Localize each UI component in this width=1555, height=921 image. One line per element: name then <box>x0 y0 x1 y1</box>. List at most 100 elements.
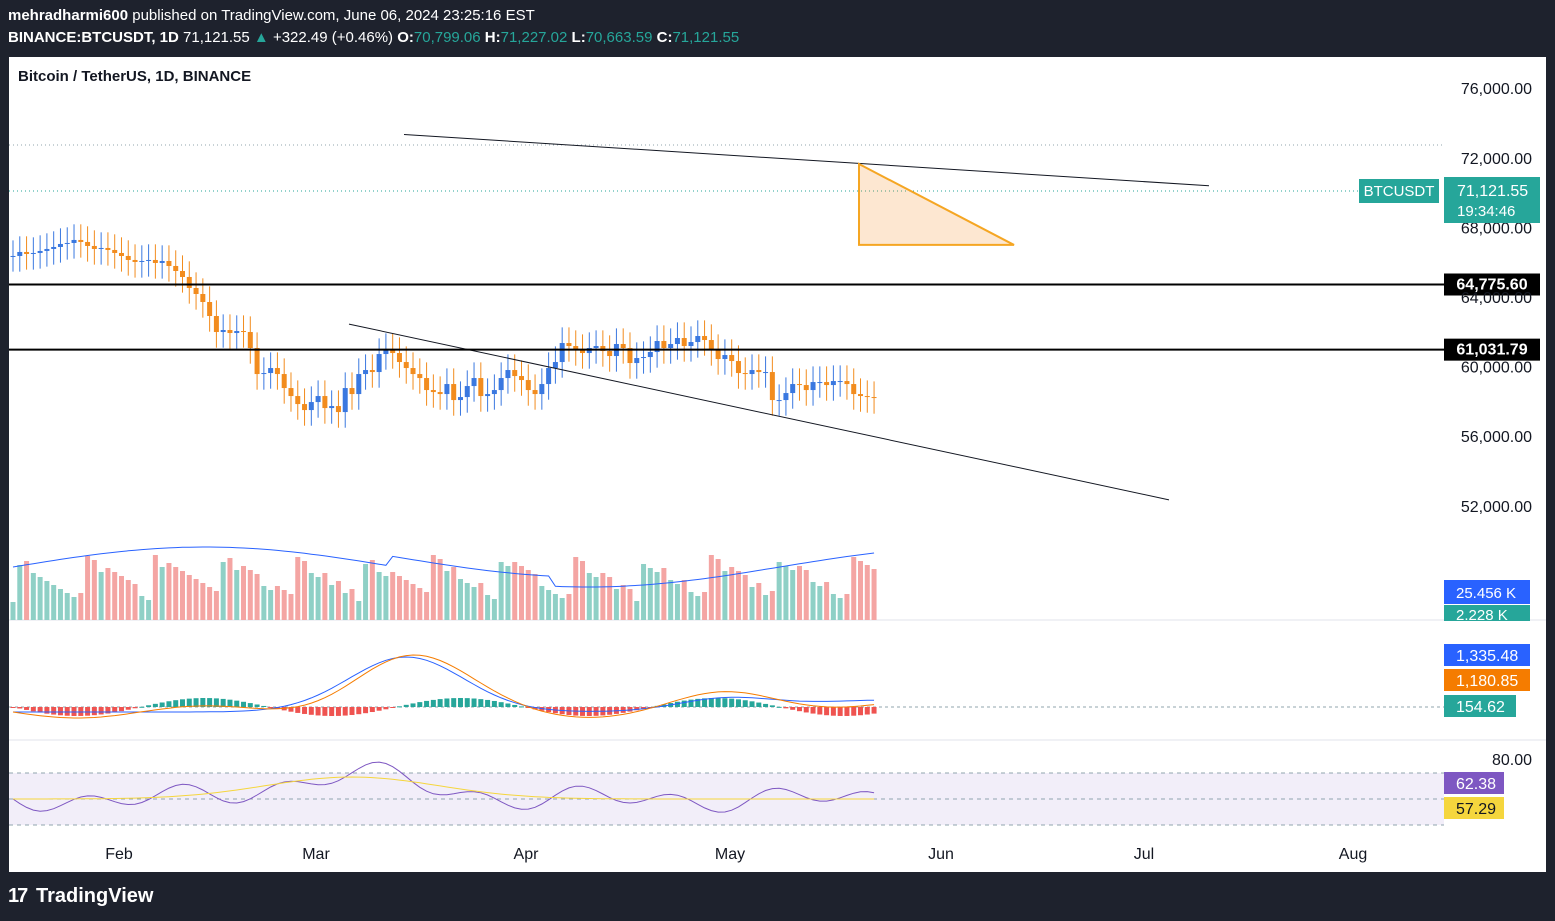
candle[interactable] <box>715 350 721 360</box>
candle[interactable] <box>146 259 152 261</box>
candle[interactable] <box>383 349 389 355</box>
candle[interactable] <box>749 370 755 375</box>
candle[interactable] <box>830 381 836 386</box>
candle[interactable] <box>403 362 409 369</box>
chart-canvas[interactable]: 64,775.60 61,031.79 76,000.00 72,000.00 68,0… <box>9 57 1546 872</box>
candle[interactable] <box>674 338 680 345</box>
candle[interactable] <box>125 255 131 260</box>
candle[interactable] <box>552 362 558 369</box>
candle[interactable] <box>525 380 531 391</box>
candle[interactable] <box>735 361 741 374</box>
candle[interactable] <box>166 260 172 266</box>
candle[interactable] <box>505 370 511 379</box>
candle[interactable] <box>471 378 477 387</box>
candle[interactable] <box>112 249 118 253</box>
candle[interactable] <box>220 330 226 333</box>
candle[interactable] <box>193 287 199 294</box>
candle[interactable] <box>688 342 694 347</box>
candle[interactable] <box>580 350 586 354</box>
candle[interactable] <box>410 368 416 375</box>
candle[interactable] <box>152 259 158 263</box>
candle[interactable] <box>864 396 870 398</box>
candle[interactable] <box>803 385 809 391</box>
candle[interactable] <box>10 255 16 257</box>
candle[interactable] <box>78 239 84 242</box>
candle[interactable] <box>98 247 104 249</box>
candle[interactable] <box>247 332 253 349</box>
candle[interactable] <box>227 330 233 334</box>
candle[interactable] <box>288 388 294 397</box>
candle[interactable] <box>844 381 850 385</box>
candle[interactable] <box>295 396 301 405</box>
candle[interactable] <box>607 351 613 357</box>
candle[interactable] <box>444 384 450 395</box>
candle[interactable] <box>51 246 57 249</box>
tradingview-logo[interactable]: 17 TradingView <box>8 885 153 908</box>
candle[interactable] <box>763 372 769 374</box>
candle[interactable] <box>173 265 179 271</box>
candle[interactable] <box>342 388 348 413</box>
candle[interactable] <box>30 252 36 254</box>
candle[interactable] <box>281 374 287 389</box>
candle[interactable] <box>546 368 552 385</box>
candle[interactable] <box>200 293 206 303</box>
candle[interactable] <box>485 394 491 397</box>
candle[interactable] <box>593 346 599 349</box>
candle[interactable] <box>91 245 97 249</box>
candle[interactable] <box>234 331 240 334</box>
candle[interactable] <box>85 241 91 246</box>
publisher-name[interactable]: mehradharmi600 <box>8 7 129 24</box>
candle[interactable] <box>268 368 274 374</box>
candle[interactable] <box>519 376 524 381</box>
candle[interactable] <box>417 374 423 379</box>
candle[interactable] <box>261 373 267 375</box>
candle[interactable] <box>627 348 633 364</box>
candle[interactable] <box>790 384 796 394</box>
candle[interactable] <box>274 368 280 375</box>
candle[interactable] <box>851 384 857 395</box>
candle[interactable] <box>824 382 830 386</box>
candle[interactable] <box>213 316 219 333</box>
candle[interactable] <box>241 331 247 333</box>
candle[interactable] <box>396 353 402 363</box>
candle[interactable] <box>24 251 30 254</box>
candle[interactable] <box>559 343 565 363</box>
candle[interactable] <box>695 336 701 343</box>
candle[interactable] <box>810 382 816 391</box>
candle[interactable] <box>708 340 714 351</box>
candle[interactable] <box>64 242 70 244</box>
candle[interactable] <box>668 344 674 349</box>
candle[interactable] <box>858 394 863 397</box>
trendline[interactable] <box>403 133 1210 187</box>
candle[interactable] <box>600 346 606 352</box>
candle[interactable] <box>756 370 762 373</box>
candle[interactable] <box>796 384 802 386</box>
candle[interactable] <box>315 396 321 403</box>
candle[interactable] <box>207 302 213 317</box>
candle[interactable] <box>681 338 687 347</box>
candle[interactable] <box>390 349 396 354</box>
candle[interactable] <box>539 384 545 395</box>
candle[interactable] <box>641 357 647 359</box>
candle[interactable] <box>532 390 538 395</box>
trendline[interactable] <box>348 323 1170 501</box>
candle[interactable] <box>335 406 341 413</box>
candle[interactable] <box>769 372 775 401</box>
candle[interactable] <box>457 397 463 401</box>
candle[interactable] <box>437 392 443 395</box>
candle[interactable] <box>722 355 728 360</box>
candle[interactable] <box>302 404 308 411</box>
candle[interactable] <box>322 396 328 409</box>
candle[interactable] <box>661 341 667 349</box>
candle[interactable] <box>783 393 789 401</box>
candle[interactable] <box>776 400 782 402</box>
candle[interactable] <box>308 402 314 411</box>
candle[interactable] <box>871 397 877 399</box>
candle[interactable] <box>817 382 823 384</box>
candle[interactable] <box>647 352 653 358</box>
candle[interactable] <box>363 370 369 375</box>
candle[interactable] <box>376 354 382 373</box>
candle[interactable] <box>17 251 23 256</box>
candle[interactable] <box>654 341 660 353</box>
candle[interactable] <box>349 388 355 395</box>
